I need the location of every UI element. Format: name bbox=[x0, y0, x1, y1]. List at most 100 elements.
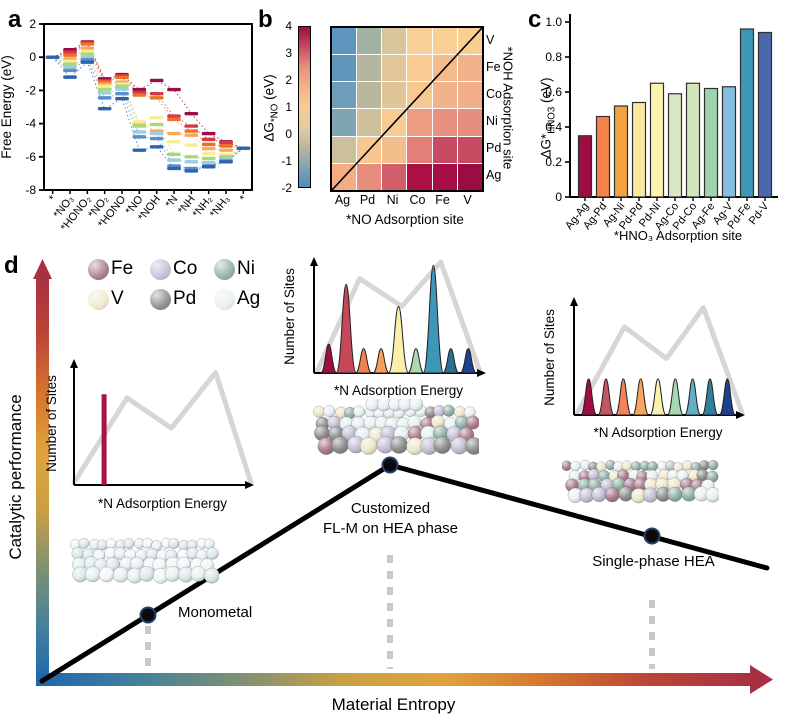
x-axis-gradient-bar bbox=[36, 673, 752, 686]
heatmap-cell bbox=[457, 163, 482, 190]
x-tick-label: * bbox=[47, 193, 60, 204]
legend-item-pd: Pd bbox=[150, 288, 214, 310]
site-peak bbox=[459, 348, 477, 374]
heatmap-cell bbox=[357, 109, 382, 136]
heatmap-cell bbox=[407, 109, 432, 136]
y-tick-label: 2 bbox=[29, 17, 36, 31]
legend-label: Pd bbox=[173, 288, 197, 309]
energy-level-bar bbox=[167, 158, 181, 162]
sphere-icon bbox=[150, 258, 171, 280]
y-tick-label: 0.2 bbox=[545, 155, 562, 169]
energy-level-bar bbox=[201, 137, 216, 142]
energy-level-bar bbox=[167, 152, 181, 157]
inset-x-label: *N Adsorption Energy bbox=[98, 496, 227, 511]
annotation-customized: Customized FL-M on HEA phase bbox=[283, 499, 498, 540]
energy-level-bar bbox=[63, 68, 77, 73]
slab-sphere bbox=[705, 487, 721, 503]
heatmap-col-label: Ni bbox=[386, 193, 399, 207]
series-connector bbox=[52, 41, 244, 149]
heatmap-col-label: Co bbox=[409, 193, 426, 207]
heatmap-cell bbox=[432, 28, 457, 55]
site-peak bbox=[422, 264, 444, 374]
slab-sphere bbox=[84, 566, 101, 583]
heatmap-cell bbox=[332, 28, 357, 55]
slab-sphere bbox=[570, 460, 581, 472]
energy-level-bar bbox=[63, 59, 77, 64]
slab-sphere bbox=[142, 537, 154, 549]
x-tick-label: *N bbox=[163, 193, 180, 210]
legend-item-co: Co bbox=[150, 258, 214, 280]
sphere-icon bbox=[150, 288, 171, 310]
series-connector bbox=[52, 50, 244, 155]
slab-sphere bbox=[433, 436, 452, 454]
energy-level-bar bbox=[63, 62, 77, 66]
legend-item-ag: Ag bbox=[214, 288, 270, 310]
energy-level-bar bbox=[115, 75, 129, 80]
distribution-profile bbox=[574, 305, 745, 416]
slab-sphere bbox=[206, 547, 219, 560]
heatmap-cell bbox=[382, 28, 407, 55]
customized-hea-slab-illustration bbox=[311, 397, 483, 462]
heatmap-cell bbox=[432, 55, 457, 82]
heatmap-row-label: V bbox=[486, 32, 495, 47]
slab-sphere bbox=[353, 405, 366, 418]
bar bbox=[667, 93, 683, 198]
energy-level-bar bbox=[132, 87, 147, 92]
heatmap-cell bbox=[357, 163, 382, 190]
heatmap-col-label: V bbox=[463, 193, 472, 207]
colorbar bbox=[298, 26, 311, 188]
site-spike bbox=[101, 394, 107, 485]
slab-sphere bbox=[604, 486, 620, 503]
heatmap-cell bbox=[432, 163, 457, 190]
inset-single-phase-svg: Number of Sites *N Adsorption Energy bbox=[542, 297, 745, 440]
series-connector bbox=[52, 56, 244, 169]
slab-sphere bbox=[164, 566, 181, 582]
energy-level-bar bbox=[149, 92, 164, 96]
slab-sphere bbox=[313, 405, 326, 418]
slab-sphere bbox=[190, 565, 207, 582]
heatmap-cell bbox=[407, 136, 432, 163]
energy-level-bar bbox=[184, 111, 199, 116]
heatmap-cell bbox=[457, 55, 482, 82]
element-legend: Fe Co Ni V Pd Ag bbox=[88, 258, 270, 310]
x-tick-label: Pd-V bbox=[747, 200, 772, 227]
inset-monometal-svg: Number of Sites *N Adsorption Energy bbox=[44, 359, 254, 511]
slab-sphere bbox=[331, 436, 349, 454]
energy-level-bar bbox=[167, 114, 181, 118]
bar bbox=[613, 105, 629, 198]
panel-d-letter: d bbox=[4, 252, 19, 279]
inset-single-phase-histogram: Number of Sites *N Adsorption Energy bbox=[542, 288, 752, 453]
heatmap-cell bbox=[407, 163, 432, 190]
heatmap-cell bbox=[332, 136, 357, 163]
y-tick-label: 1.0 bbox=[545, 15, 562, 29]
legend-label: Ag bbox=[237, 288, 261, 309]
schematic-xlabel: Material Entropy bbox=[331, 695, 456, 714]
heatmap-cell bbox=[407, 28, 432, 55]
bar bbox=[721, 86, 737, 198]
y-axis-arrowhead bbox=[33, 259, 52, 279]
site-peak bbox=[632, 378, 650, 416]
heatmap-cell bbox=[382, 109, 407, 136]
heatmap-col-label: Pd bbox=[359, 193, 376, 207]
colorbar-tick-label: -2 bbox=[281, 181, 292, 195]
y-axis-gradient-bar bbox=[36, 276, 49, 686]
site-peak bbox=[355, 348, 372, 374]
energy-level-bar bbox=[63, 53, 77, 57]
distribution-profile bbox=[71, 369, 254, 486]
y-tick-label: -6 bbox=[25, 150, 36, 164]
heatmap-cell bbox=[332, 109, 357, 136]
heatmap-cell bbox=[432, 109, 457, 136]
schematic-axes-and-curve bbox=[33, 259, 773, 694]
slab-sphere bbox=[408, 397, 424, 412]
energy-level-bar bbox=[201, 160, 216, 165]
y-tick-label: -2 bbox=[25, 83, 36, 97]
energy-level-bar bbox=[97, 84, 112, 88]
heatmap-cell bbox=[332, 55, 357, 82]
bar-chart-plot: 00.20.40.60.81.0Ag-AgAg-PdAg-NiPd-PdPd-N… bbox=[545, 14, 778, 243]
energy-level-bar bbox=[167, 87, 181, 92]
y-axis-label: Free Energy (eV) bbox=[0, 55, 14, 159]
legend-item-ni: Ni bbox=[214, 258, 270, 280]
sphere-icon bbox=[88, 288, 109, 310]
